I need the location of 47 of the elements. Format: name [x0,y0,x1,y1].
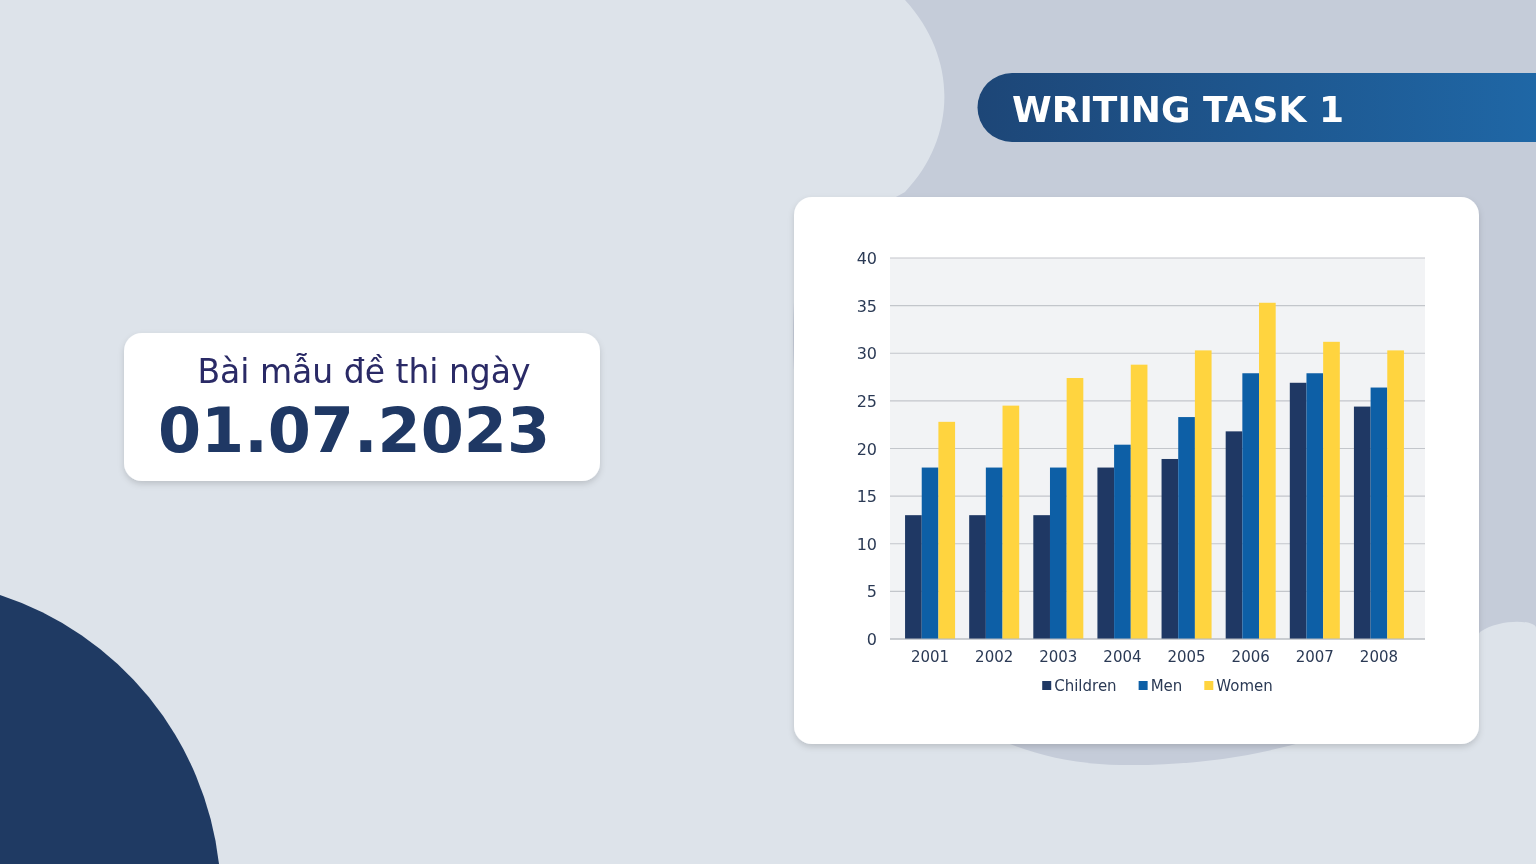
bar [1259,302,1276,639]
bar [1387,350,1404,639]
y-tick-label: 40 [856,249,877,268]
bar [1323,341,1340,639]
legend-label: Men [1150,677,1183,695]
legend-label: Children [1054,677,1117,695]
bar [1130,364,1148,639]
bar [1178,417,1195,639]
x-tick-label: 2007 [1295,648,1334,666]
chart-title: WRITING TASK 1 [1012,89,1345,130]
bar [1194,350,1212,639]
y-tick-label: 10 [856,534,877,554]
bar [969,515,986,639]
y-tick-label: 35 [856,296,877,316]
bar [1097,467,1115,639]
bar [1033,515,1050,639]
x-tick-label: 2001 [910,648,950,666]
bar [985,467,1003,639]
x-tick-label: 2003 [1039,648,1078,666]
bar [1049,467,1067,639]
bar [1306,373,1324,639]
text: 01.07.2023 [157,394,551,467]
y-tick-label: 5 [866,582,877,602]
y-tick-label: 30 [856,344,877,364]
x-tick-label: 2004 [1103,648,1142,666]
bar [1353,406,1371,639]
y-tick-label: 25 [856,391,877,411]
text: Bài mẫu đề thi ngày [197,352,531,391]
bar [1114,444,1131,639]
bar [1161,458,1179,639]
bar [938,421,956,639]
bar [1002,405,1020,639]
bar [1225,431,1243,639]
x-tick-label: 2006 [1231,648,1270,666]
y-tick-label: 20 [856,439,877,459]
bar [1066,378,1084,639]
bar [1289,382,1307,639]
x-tick-label: 2008 [1359,648,1399,666]
bar [1370,387,1388,639]
bar [921,467,939,639]
legend-label: Women [1216,677,1273,695]
x-tick-label: 2002 [975,648,1014,666]
bar [1242,373,1260,639]
y-tick-label: 15 [856,487,877,507]
y-tick-label: 0 [866,630,877,649]
bar [905,515,922,639]
x-tick-label: 2005 [1167,648,1206,666]
